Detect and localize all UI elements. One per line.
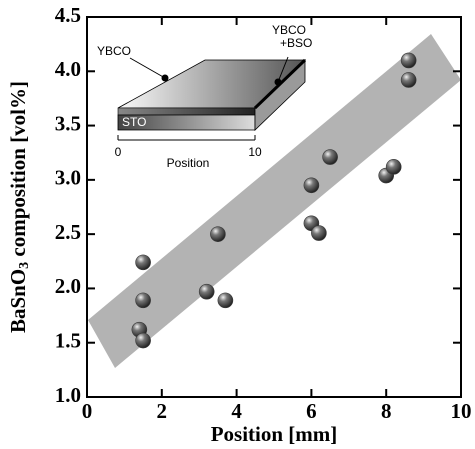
plot-frame bbox=[86, 16, 462, 398]
data-point bbox=[210, 226, 226, 242]
inset-label: +BSO bbox=[280, 36, 312, 50]
data-point bbox=[303, 177, 320, 194]
x-tick-label: 10 bbox=[451, 399, 472, 423]
data-point bbox=[135, 332, 151, 349]
inset-axis-label: Position bbox=[167, 156, 210, 170]
inset-label: YBCO bbox=[97, 44, 131, 58]
y-tick-label: 1.0 bbox=[55, 383, 81, 407]
y-tick-label: 1.5 bbox=[55, 329, 81, 353]
x-tick-label: 6 bbox=[306, 399, 317, 423]
x-axis-label: Position [mm] bbox=[211, 422, 338, 446]
inset-label: YBCO bbox=[272, 23, 306, 37]
y-label-part: composition [vol%] bbox=[6, 81, 30, 262]
inset-tick-label: 10 bbox=[248, 145, 262, 159]
data-point bbox=[217, 292, 234, 309]
y-axis-label: BaSnO3 composition [vol%] bbox=[6, 81, 32, 333]
leader-line bbox=[129, 57, 166, 79]
y-label-part: BaSnO bbox=[6, 269, 30, 333]
inset-label: STO bbox=[122, 115, 146, 129]
data-point bbox=[385, 159, 402, 175]
data-point bbox=[135, 292, 151, 309]
y-tick-label: 2.0 bbox=[55, 274, 81, 298]
y-tick-label: 3.5 bbox=[55, 111, 81, 135]
y-tick-label: 4.0 bbox=[55, 57, 81, 81]
x-tick-label: 2 bbox=[157, 399, 168, 423]
data-point bbox=[400, 72, 417, 88]
inset-tick-label: 0 bbox=[115, 145, 122, 159]
inset-diagram: YBCO YBCO +BSO STO 0 10 Position bbox=[97, 23, 312, 170]
data-point bbox=[198, 283, 215, 300]
data-point bbox=[311, 225, 327, 241]
data-point bbox=[400, 52, 417, 69]
leader-line bbox=[277, 56, 289, 83]
film-front bbox=[117, 107, 256, 116]
x-tick-label: 4 bbox=[231, 399, 242, 423]
y-tick-label: 3.0 bbox=[55, 166, 81, 190]
y-tick-label: 2.5 bbox=[55, 220, 81, 244]
fit-band bbox=[88, 34, 461, 368]
data-point bbox=[322, 149, 338, 165]
y-label-sub: 3 bbox=[17, 262, 32, 269]
data-point bbox=[135, 254, 151, 271]
y-tick-label: 4.5 bbox=[55, 3, 81, 27]
x-tick-label: 0 bbox=[82, 399, 93, 423]
x-tick-label: 8 bbox=[381, 399, 392, 423]
